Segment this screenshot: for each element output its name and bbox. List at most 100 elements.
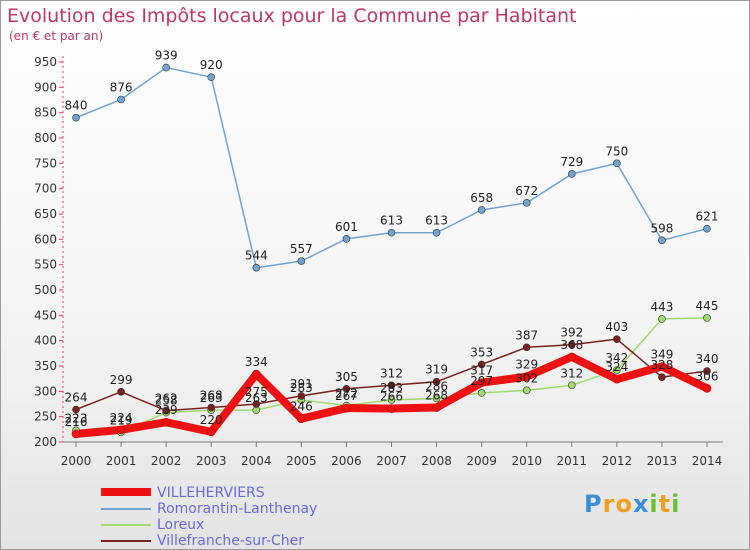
data-label: 840 xyxy=(65,99,88,113)
x-tick-label: 2006 xyxy=(331,454,362,468)
data-label: 268 xyxy=(425,389,448,403)
series-markers xyxy=(71,63,712,439)
logo-letter: i xyxy=(649,490,659,518)
data-label: 368 xyxy=(560,338,583,352)
data-point xyxy=(477,378,486,388)
y-tick-label: 750 xyxy=(34,156,57,170)
data-label: 750 xyxy=(605,144,628,158)
data-point xyxy=(117,388,125,396)
x-tick-label: 2000 xyxy=(61,454,92,468)
data-label: 305 xyxy=(335,370,358,384)
data-label: 312 xyxy=(560,366,583,380)
legend-swatch xyxy=(101,540,151,542)
y-tick-label: 600 xyxy=(34,232,57,246)
data-point xyxy=(342,384,351,393)
data-label: 392 xyxy=(560,326,583,340)
data-label: 672 xyxy=(515,184,538,198)
y-tick-label: 400 xyxy=(34,334,57,348)
y-tick-label: 850 xyxy=(34,106,57,120)
data-label: 216 xyxy=(65,415,88,429)
y-tick-label: 200 xyxy=(34,435,57,449)
data-label: 263 xyxy=(200,391,223,405)
data-point xyxy=(72,113,80,122)
data-label: 220 xyxy=(200,413,223,427)
data-point xyxy=(432,394,441,403)
data-label: 349 xyxy=(650,348,673,362)
x-tick-label: 2013 xyxy=(647,454,678,468)
data-label: 239 xyxy=(155,403,178,417)
x-tick-label: 2001 xyxy=(106,454,137,468)
y-tick-label: 950 xyxy=(34,55,57,69)
data-label: 328 xyxy=(650,358,673,372)
x-tick-label: 2005 xyxy=(286,454,317,468)
data-label: 319 xyxy=(425,363,448,377)
data-label: 557 xyxy=(290,242,313,256)
data-point xyxy=(251,369,261,379)
data-label: 272 xyxy=(335,387,358,401)
data-point xyxy=(252,400,261,408)
data-point xyxy=(657,362,667,371)
data-label: 299 xyxy=(110,373,133,387)
data-point xyxy=(117,95,125,104)
series-line-1 xyxy=(75,66,708,269)
data-point xyxy=(387,228,396,237)
data-point xyxy=(162,406,170,415)
data-label: 291 xyxy=(290,377,313,391)
data-label: 598 xyxy=(650,221,673,235)
data-point xyxy=(703,367,711,375)
x-tick-label: 2014 xyxy=(692,454,723,468)
data-label: 403 xyxy=(605,320,628,334)
data-label: 613 xyxy=(425,214,448,228)
data-point xyxy=(613,366,621,374)
data-label: 275 xyxy=(245,385,268,399)
data-label: 544 xyxy=(245,249,268,263)
data-label: 312 xyxy=(380,366,403,380)
x-tick-label: 2009 xyxy=(466,454,497,468)
data-point xyxy=(116,425,126,435)
chart-axes: 200 250 300 350 400 450 500 550 600 650 700 750 800 8… xyxy=(34,55,723,468)
y-tick-label: 250 xyxy=(34,410,57,424)
data-point xyxy=(387,404,396,413)
data-label: 268 xyxy=(200,389,223,403)
data-label: 267 xyxy=(335,389,358,403)
data-label: 658 xyxy=(470,191,493,205)
data-label: 939 xyxy=(155,49,178,63)
y-tick-label: 350 xyxy=(34,359,57,373)
data-label: 876 xyxy=(110,80,133,94)
data-label: 601 xyxy=(335,220,358,234)
data-point xyxy=(522,372,532,381)
logo-letter: r xyxy=(602,490,616,518)
legend-label: Romorantin-Lanthenay xyxy=(157,501,318,517)
legend-label: VILLEHERVIERS xyxy=(157,485,265,501)
logo-letter: i xyxy=(671,490,681,518)
legend-swatch xyxy=(101,508,151,510)
x-tick-label: 2012 xyxy=(602,454,633,468)
data-point xyxy=(387,381,396,390)
data-label: 729 xyxy=(560,155,583,169)
data-point xyxy=(71,429,81,439)
data-label: 306 xyxy=(696,369,719,383)
data-point xyxy=(612,374,622,384)
data-label: 613 xyxy=(380,214,403,228)
data-point xyxy=(432,228,441,237)
chart-subtitle: (en € et par an) xyxy=(9,29,104,43)
data-point xyxy=(297,414,306,423)
data-label: 443 xyxy=(650,300,673,314)
data-point xyxy=(207,73,216,81)
data-label: 329 xyxy=(515,358,538,372)
data-point xyxy=(613,335,621,343)
data-point xyxy=(297,392,306,400)
y-tick-label: 500 xyxy=(34,283,57,297)
y-tick-label: 900 xyxy=(34,80,57,94)
y-tick-label: 700 xyxy=(34,182,57,196)
x-tick-label: 2003 xyxy=(196,454,227,468)
legend-swatch xyxy=(101,488,151,496)
data-point xyxy=(342,235,351,243)
data-point xyxy=(567,381,576,390)
data-point xyxy=(206,427,216,437)
data-label: 262 xyxy=(155,392,178,406)
data-point xyxy=(658,236,666,245)
data-label: 317 xyxy=(470,364,493,378)
data-label: 302 xyxy=(515,371,538,385)
data-label: 263 xyxy=(245,391,268,405)
